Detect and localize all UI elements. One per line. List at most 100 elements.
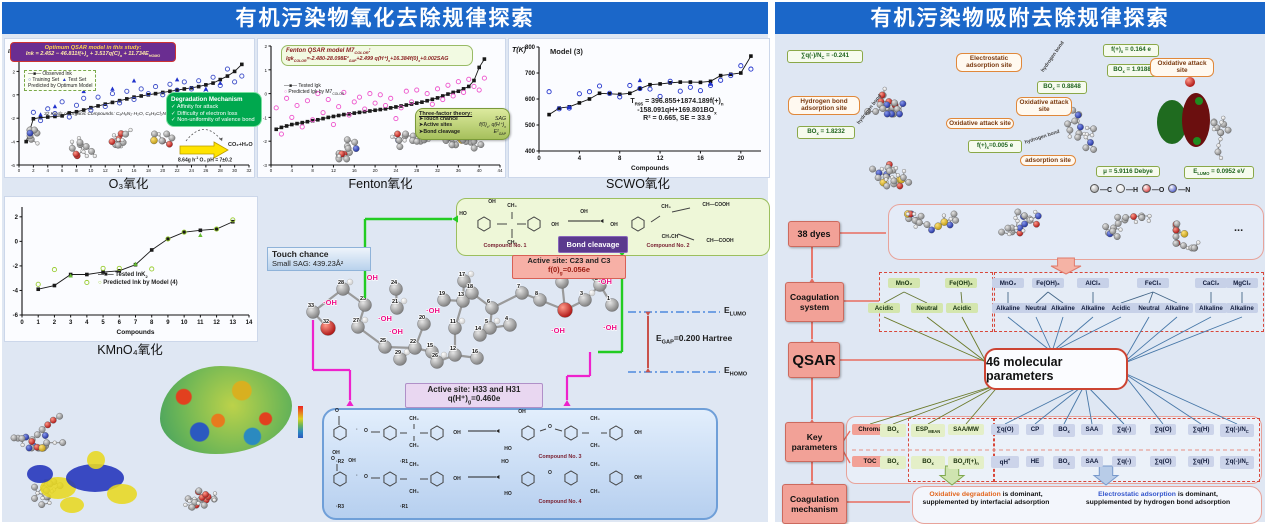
o3-chart: 02468101214161820222426283032-6-4-2024ln… bbox=[8, 46, 252, 173]
svg-text:32: 32 bbox=[435, 168, 440, 173]
dyes-band bbox=[888, 204, 1264, 260]
svg-text:28: 28 bbox=[218, 168, 223, 173]
svg-text:12: 12 bbox=[331, 168, 336, 173]
kmno4-chart-tile: 0 1 2 3 4 5 6 7 8 9 10 11 12 13 14 -6 -4 -2 0 2 Compounds bbox=[4, 196, 258, 342]
svg-text:7: 7 bbox=[134, 320, 138, 326]
svg-text:8: 8 bbox=[150, 320, 154, 326]
svg-text:24: 24 bbox=[393, 168, 398, 173]
fig1-oxattack-box: Oxidative attack site bbox=[946, 118, 1014, 130]
fig2-bo2-box: BOx = 0.8848 bbox=[1037, 81, 1087, 94]
parameter-box: SAA/MW bbox=[948, 424, 984, 436]
svg-text:2: 2 bbox=[12, 69, 15, 74]
parameter-box: CP bbox=[1026, 424, 1044, 436]
active-site1-box: Active site: C23 and C3 f(0)g=0.056e bbox=[512, 255, 626, 279]
svg-text:0: 0 bbox=[264, 92, 267, 97]
condition-box: Fe(OH)₃ bbox=[1032, 278, 1064, 289]
fig2-oxattack-box-left: Oxidative attack site bbox=[1016, 97, 1072, 116]
scwo-caption: SCWO氧化 bbox=[606, 177, 670, 191]
mech2-keyword: Electrostatic adsorption bbox=[1098, 491, 1176, 498]
fenton-legend: —■— Tested lgk ○ Predicted lgk by M7COLOR bbox=[284, 83, 345, 96]
condition-box: Fe(OH)₃ bbox=[945, 278, 977, 289]
condition-box: FeCl₃ bbox=[1137, 278, 1169, 289]
svg-text:800: 800 bbox=[525, 45, 536, 51]
kmno4-legend: —■— Tested lnK2 ○ Predicted lnk by Model … bbox=[98, 272, 178, 286]
mech1-rest: is dominant, bbox=[1002, 491, 1043, 498]
parameter-box: BOx bbox=[1053, 456, 1075, 469]
e-homo-label: EHOMO bbox=[724, 365, 748, 378]
svg-text:4: 4 bbox=[578, 156, 582, 162]
condition-box: Neutral bbox=[1020, 303, 1052, 314]
factor-rows: ➤Touch chance SAG ➤Active sites f(0)x, q(H⁺… bbox=[419, 116, 506, 137]
parameter-box: ESPMEAN bbox=[911, 424, 945, 437]
fig2-mu-box: μ = 5.9116 Debye bbox=[1096, 166, 1160, 178]
fenton-model-box: Fenton QSAR model M7COLOR: lgkCOLOR=-2.4… bbox=[281, 45, 473, 66]
scwo-eq1: TR95 = 396.855+1874.189f(+)n bbox=[630, 98, 724, 107]
parameter-box: ∑q(O) bbox=[991, 424, 1019, 436]
svg-text:2: 2 bbox=[264, 44, 267, 49]
e-gap-label: EGAP=0.200 Hartree bbox=[656, 333, 733, 346]
parameter-box: Chroma bbox=[852, 424, 888, 436]
atom-color-legend: —C —H —O —N bbox=[1090, 184, 1194, 195]
right-panel-title: 有机污染物吸附去除规律探索 bbox=[775, 2, 1265, 34]
parameter-box: ∑q(H) bbox=[1188, 424, 1214, 436]
parameter-box: BOx bbox=[911, 456, 945, 469]
svg-text:40: 40 bbox=[477, 168, 482, 173]
svg-text:16: 16 bbox=[697, 156, 704, 162]
svg-text:14: 14 bbox=[246, 320, 253, 326]
svg-text:0: 0 bbox=[12, 93, 15, 98]
fig1-electrostatic-box: Electrostatic adsorption site bbox=[956, 53, 1022, 72]
flow-38dyes-box: 38 dyes bbox=[788, 221, 840, 247]
o3-mech-title: Degradation Mechanism bbox=[171, 96, 243, 103]
svg-text:10: 10 bbox=[181, 320, 188, 326]
touch-chance-box: Touch chance Small SAG: 439.23Å² bbox=[267, 247, 371, 272]
esp-colorbar bbox=[298, 406, 303, 438]
o3-model-box: Optimum QSAR model in this study: lnk = … bbox=[10, 42, 176, 62]
o3-compounds-note: 32 Kinds of Organic Compounds: C₆H₆N₂·H₂… bbox=[44, 112, 170, 117]
condition-box: Acidic bbox=[946, 303, 978, 314]
parameter-box: ∑q(-)/NC bbox=[1220, 456, 1254, 469]
active-site2-box: Active site: H33 and H31 q(H⁺)g=0.460e bbox=[405, 383, 543, 408]
svg-text:0: 0 bbox=[20, 320, 24, 326]
condition-box: Alkaline bbox=[992, 303, 1024, 314]
parameter-box: SAA bbox=[1081, 456, 1103, 468]
svg-text:0: 0 bbox=[537, 156, 541, 162]
svg-text:16: 16 bbox=[132, 168, 137, 173]
e-lumo-label: ELUMO bbox=[724, 305, 747, 318]
fig2-oxattack-box-right: Oxidative attack site bbox=[1150, 58, 1214, 77]
compounds-box bbox=[322, 408, 718, 520]
o3-product-label: CO₂+H₂O bbox=[228, 142, 253, 148]
parameter-box: ∑q(H) bbox=[1188, 456, 1214, 468]
condition-box: Alkaline bbox=[1077, 303, 1109, 314]
svg-text:-2: -2 bbox=[11, 116, 16, 121]
scwo-model-label: Model (3) bbox=[550, 47, 583, 56]
parameter-box: SAA bbox=[1081, 424, 1103, 436]
svg-text:3: 3 bbox=[69, 320, 73, 326]
svg-text:500: 500 bbox=[525, 123, 536, 129]
condition-box: AlCl₃ bbox=[1077, 278, 1109, 289]
svg-text:-4: -4 bbox=[13, 288, 19, 294]
svg-text:28: 28 bbox=[414, 168, 419, 173]
o3-dose-label: 8.64g h-1 O₃ pH = 7±0.2 bbox=[178, 156, 232, 164]
o3-caption: O₃氧化 bbox=[108, 177, 149, 191]
svg-text:14: 14 bbox=[117, 168, 122, 173]
condition-box: MgCl₂ bbox=[1226, 278, 1258, 289]
svg-text:2: 2 bbox=[53, 320, 57, 326]
svg-text:36: 36 bbox=[456, 168, 461, 173]
flow-coagulation-system-box: Coagulation system bbox=[785, 282, 844, 322]
parameter-box: qH+ bbox=[991, 456, 1019, 469]
mechanism-conclusion-box bbox=[912, 486, 1262, 524]
parameter-box: BOx bbox=[880, 424, 906, 437]
bond-cleavage-box: Bond cleavage bbox=[558, 236, 628, 253]
fig1-sumq-box: ∑q(-)/NC = -0.241 bbox=[787, 50, 863, 63]
condition-box: Neutral bbox=[1133, 303, 1165, 314]
scwo-chart-tile: 0 4 8 12 16 20 400 500 600 700 800 T(K) Compounds bbox=[508, 38, 770, 178]
svg-text:0: 0 bbox=[15, 239, 19, 245]
mech2-line2: supplemented by hydrogen bond adsorption bbox=[1085, 498, 1231, 506]
mech-conclusion-2: Electrostatic adsorption is dominant, su… bbox=[1062, 491, 1254, 507]
active-site1-line2: f(0)g=0.056e bbox=[547, 264, 591, 277]
o3-model-eq: lnk = 2.452 − 46.811f(+)x + 3.517q(C)a +… bbox=[25, 51, 161, 59]
svg-text:-6: -6 bbox=[11, 163, 16, 168]
